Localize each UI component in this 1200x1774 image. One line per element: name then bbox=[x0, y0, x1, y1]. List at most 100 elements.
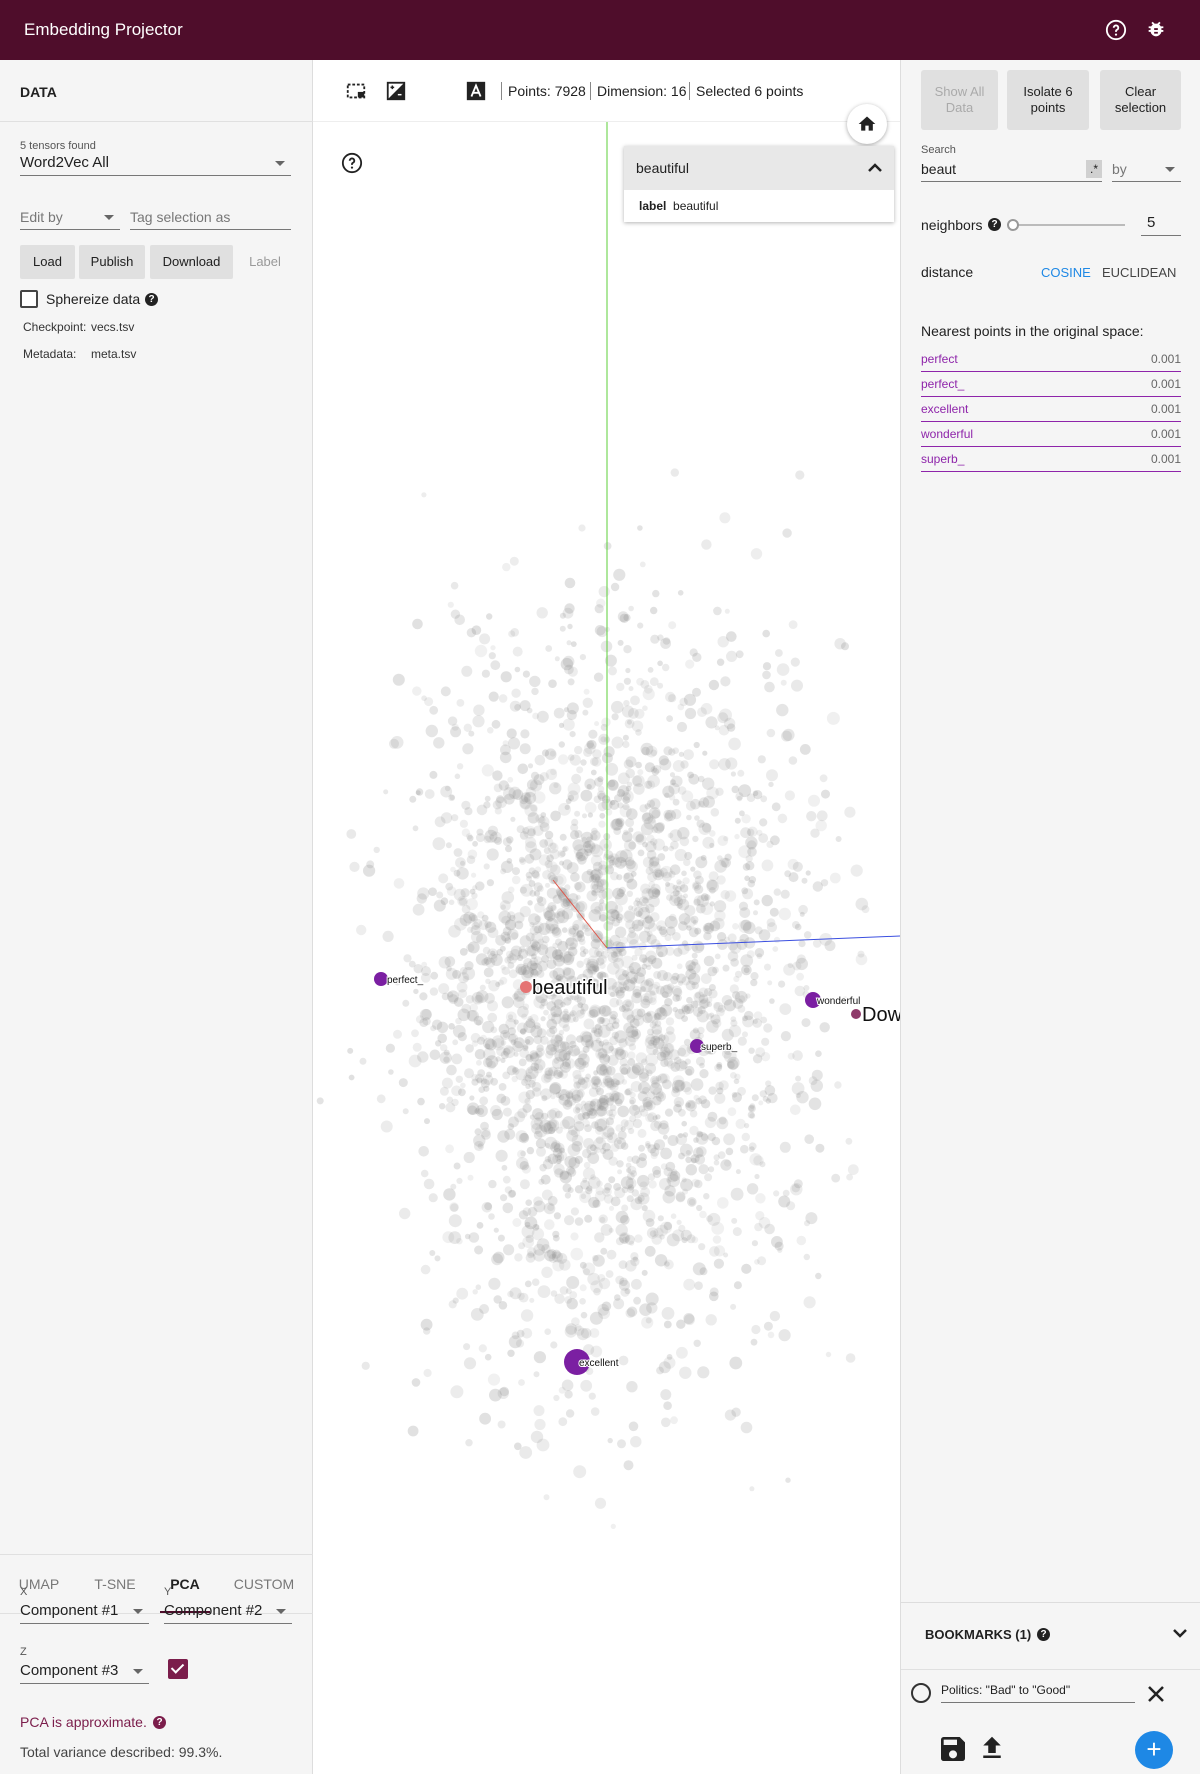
scatter-plot[interactable]: perfect_ beautifulwonderfulDowsuperb_exce… bbox=[313, 60, 900, 1774]
tooltip-header[interactable]: beautiful bbox=[624, 146, 894, 190]
close-icon[interactable] bbox=[1147, 1685, 1165, 1703]
data-point bbox=[547, 1153, 559, 1165]
tab-pca[interactable]: PCA bbox=[160, 1555, 210, 1613]
neighbors-slider-track[interactable] bbox=[1013, 224, 1125, 226]
data-point bbox=[709, 842, 715, 849]
data-point bbox=[584, 742, 596, 755]
night-mode-icon[interactable] bbox=[385, 80, 407, 102]
data-point bbox=[651, 1079, 660, 1089]
download-button[interactable]: Download bbox=[150, 245, 233, 279]
x-component-select[interactable]: Component #1 bbox=[20, 1600, 149, 1624]
edit-by-select[interactable]: Edit by bbox=[20, 206, 120, 230]
data-point bbox=[791, 1082, 805, 1095]
tab-custom[interactable]: CUSTOM bbox=[233, 1576, 295, 1592]
search-input[interactable]: beaut bbox=[921, 158, 1102, 182]
data-point bbox=[637, 1192, 650, 1205]
selected-point[interactable] bbox=[520, 981, 532, 993]
data-point bbox=[531, 1123, 543, 1135]
list-item[interactable]: wonderful 0.001 bbox=[921, 425, 1181, 447]
search-by-select[interactable]: by bbox=[1112, 158, 1181, 182]
data-point bbox=[631, 1278, 642, 1290]
help-icon[interactable]: ? bbox=[1037, 1628, 1050, 1641]
bookmark-name-input[interactable]: Politics: "Bad" to "Good" bbox=[941, 1679, 1135, 1703]
data-point bbox=[606, 916, 615, 925]
load-button[interactable]: Load bbox=[20, 245, 75, 279]
data-point bbox=[546, 905, 554, 913]
z-component-select[interactable]: Component #3 bbox=[20, 1660, 149, 1684]
isolate-points-button[interactable]: Isolate 6 points bbox=[1007, 70, 1089, 130]
tag-selection-input[interactable]: Tag selection as bbox=[130, 206, 291, 230]
tab-tsne[interactable]: T-SNE bbox=[94, 1576, 136, 1592]
data-point bbox=[607, 985, 620, 997]
clear-selection-button[interactable]: Clear selection bbox=[1100, 70, 1181, 130]
data-point bbox=[576, 973, 588, 985]
euclidean-button[interactable]: EUCLIDEAN bbox=[1102, 265, 1177, 280]
moon-icon[interactable] bbox=[425, 80, 447, 102]
selected-point[interactable] bbox=[564, 1349, 590, 1375]
data-point bbox=[580, 1179, 590, 1190]
data-point bbox=[612, 887, 624, 900]
list-item[interactable]: perfect_ 0.001 bbox=[921, 375, 1181, 397]
data-point bbox=[745, 836, 758, 849]
label-toggle-icon[interactable] bbox=[465, 80, 487, 102]
bug-icon[interactable] bbox=[1145, 19, 1167, 41]
data-point bbox=[552, 1230, 560, 1238]
cosine-button[interactable]: COSINE bbox=[1041, 265, 1091, 280]
data-point bbox=[598, 1214, 608, 1224]
data-point bbox=[725, 1147, 734, 1156]
help-icon[interactable]: ? bbox=[145, 293, 158, 306]
help-icon[interactable]: ? bbox=[988, 218, 1001, 231]
data-point bbox=[598, 1016, 606, 1024]
data-point bbox=[588, 729, 598, 739]
label-button[interactable]: Label bbox=[249, 254, 281, 269]
neighbors-input[interactable]: 5 bbox=[1141, 212, 1181, 236]
data-point bbox=[638, 1068, 649, 1079]
show-all-data-button[interactable]: Show All Data bbox=[921, 70, 998, 130]
selected-point[interactable] bbox=[374, 972, 388, 986]
selected-point[interactable] bbox=[851, 1009, 861, 1019]
list-item[interactable]: superb_ 0.001 bbox=[921, 450, 1181, 472]
data-point bbox=[761, 894, 773, 907]
bookmark-radio[interactable] bbox=[911, 1683, 931, 1703]
z-enable-checkbox[interactable] bbox=[168, 1659, 188, 1679]
selected-point[interactable] bbox=[690, 1039, 704, 1053]
data-point bbox=[746, 1183, 759, 1195]
selected-point[interactable] bbox=[805, 992, 821, 1008]
data-point bbox=[525, 1018, 536, 1029]
data-point bbox=[782, 528, 792, 538]
data-point bbox=[388, 1069, 394, 1075]
data-point bbox=[663, 1401, 672, 1410]
data-point bbox=[436, 1021, 449, 1033]
tab-umap[interactable]: UMAP bbox=[18, 1576, 60, 1592]
reset-view-button[interactable] bbox=[847, 104, 887, 144]
list-item[interactable]: perfect 0.001 bbox=[921, 350, 1181, 372]
data-point bbox=[657, 1215, 664, 1222]
help-circle-icon[interactable] bbox=[341, 152, 363, 174]
chevron-up-icon[interactable] bbox=[868, 162, 882, 172]
data-point bbox=[523, 1072, 537, 1086]
neighbors-slider-handle[interactable] bbox=[1007, 219, 1019, 231]
selection-box-icon[interactable] bbox=[345, 80, 367, 102]
chevron-down-icon[interactable] bbox=[1173, 1629, 1187, 1639]
data-point bbox=[532, 1108, 544, 1120]
data-point bbox=[720, 676, 731, 687]
publish-button[interactable]: Publish bbox=[79, 245, 145, 279]
help-icon[interactable]: ? bbox=[153, 1716, 166, 1729]
data-point bbox=[421, 695, 427, 701]
add-bookmark-button[interactable]: + bbox=[1135, 1731, 1173, 1769]
data-point bbox=[574, 1324, 582, 1332]
data-point bbox=[641, 1058, 648, 1066]
data-point bbox=[596, 1125, 603, 1133]
data-point bbox=[690, 866, 696, 872]
save-icon[interactable] bbox=[937, 1733, 969, 1765]
upload-icon[interactable] bbox=[977, 1733, 1007, 1763]
data-point bbox=[541, 1244, 551, 1254]
regex-toggle[interactable]: .* bbox=[1086, 160, 1102, 178]
list-item[interactable]: excellent 0.001 bbox=[921, 400, 1181, 422]
data-point bbox=[674, 1059, 687, 1072]
sphereize-checkbox[interactable] bbox=[20, 290, 38, 308]
y-component-select[interactable]: Component #2 bbox=[164, 1600, 292, 1624]
tensor-select[interactable]: Word2Vec All bbox=[20, 152, 291, 176]
help-circle-icon[interactable] bbox=[1105, 19, 1127, 41]
data-point bbox=[439, 1051, 452, 1064]
